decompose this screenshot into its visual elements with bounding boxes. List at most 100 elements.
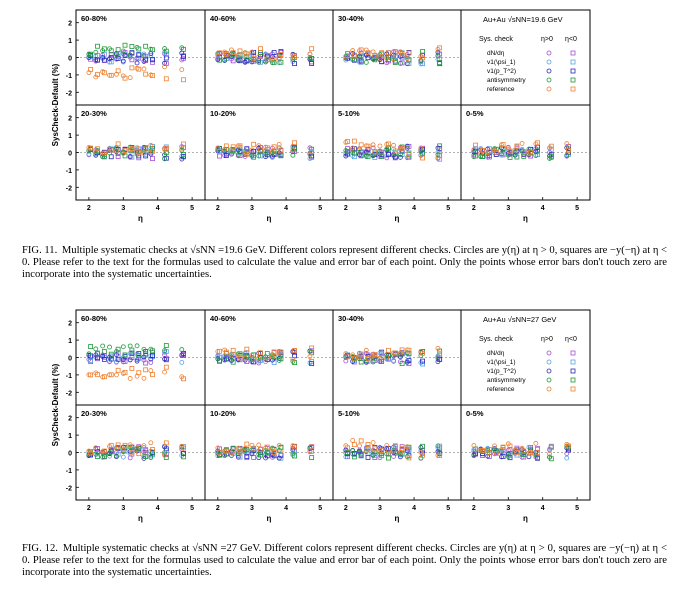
data-point-square [358, 47, 364, 53]
x-tick-label: 5 [575, 205, 579, 212]
data-point-square [278, 59, 284, 65]
legend-circle-marker [546, 359, 552, 365]
data-point-circle [215, 445, 221, 451]
data-point-square [420, 155, 425, 161]
data-point-square [493, 451, 499, 456]
data-point-circle [270, 354, 275, 360]
x-tick-label: 2 [87, 505, 91, 512]
legend-circle-marker [546, 368, 552, 374]
data-point-square [95, 451, 100, 456]
legend-square-marker [570, 50, 576, 56]
data-point-square [292, 453, 297, 459]
data-point-square [181, 451, 186, 457]
data-point-square [365, 356, 371, 361]
data-point-circle [391, 142, 396, 148]
data-point-circle [256, 442, 262, 448]
x-tick-label: 4 [541, 205, 545, 212]
x-tick-label: 3 [378, 205, 382, 212]
data-point-square [181, 445, 186, 451]
data-point-square [473, 446, 479, 452]
data-point-square [181, 152, 186, 158]
x-axis-label: η [138, 514, 143, 523]
data-point-square [372, 449, 378, 455]
data-point-square [278, 449, 284, 454]
data-point-square [406, 347, 412, 353]
panel-label: 10-20% [210, 109, 236, 118]
data-point-square [95, 71, 100, 77]
data-point-square [244, 57, 250, 63]
data-point-square [420, 49, 425, 54]
data-point-square [548, 456, 554, 462]
y-axis-label: SysCheck-Default (%) [51, 363, 60, 446]
data-point-circle [564, 153, 570, 158]
data-point-square [101, 349, 107, 354]
data-point-square [95, 57, 100, 63]
data-point-square [278, 148, 284, 154]
data-point-circle [148, 142, 154, 148]
legend-col-pos: η>0 [541, 336, 553, 343]
data-point-circle [162, 450, 167, 455]
data-point-circle [471, 147, 477, 152]
data-point-square [217, 50, 222, 56]
data-point-square [108, 154, 114, 160]
data-point-square [399, 361, 405, 366]
data-point-circle [384, 355, 390, 360]
data-point-circle [127, 455, 133, 461]
data-point-square [493, 149, 499, 155]
data-point-square [95, 351, 100, 357]
y-tick-label: 0 [68, 356, 72, 363]
data-point-square [244, 346, 250, 352]
data-point-circle [290, 147, 296, 153]
data-point-circle [350, 48, 356, 53]
data-point-square [122, 352, 128, 358]
figure-12: SysCheck-Default (%) -2 -1 0 1 2 60-80% 40-60% 3… [0, 300, 686, 594]
data-point-square [136, 52, 142, 58]
data-point-square [217, 57, 222, 63]
data-point-circle [384, 55, 390, 61]
data-point-square [101, 46, 107, 52]
data-point-circle [391, 357, 396, 363]
data-point-square [129, 44, 135, 49]
y-tick-label: 1 [68, 38, 72, 45]
data-point-circle [127, 357, 133, 363]
data-point-square [217, 358, 222, 364]
data-point-square [150, 73, 155, 79]
data-point-square [292, 444, 297, 450]
x-tick-label: 5 [446, 205, 450, 212]
data-point-circle [519, 141, 525, 146]
data-point-square [358, 453, 364, 458]
data-point-square [150, 148, 155, 154]
data-point-square [101, 356, 107, 362]
data-point-circle [350, 145, 356, 151]
data-point-square [271, 144, 277, 150]
data-point-square [115, 154, 121, 159]
data-point-square [143, 454, 149, 459]
legend-entry-label: dN/dη [487, 50, 505, 57]
data-point-circle [533, 153, 539, 158]
data-point-square [108, 356, 114, 362]
figure-12-plot: SysCheck-Default (%) -2 -1 0 1 2 60-80% 40-60% 3… [51, 309, 591, 523]
data-point-circle [114, 148, 119, 154]
data-point-circle [363, 347, 369, 353]
data-point-square [129, 350, 135, 356]
data-point-square [535, 445, 540, 451]
x-axis-label: η [267, 514, 272, 523]
data-point-circle [86, 151, 92, 157]
data-point-circle [127, 343, 133, 349]
data-point-circle [179, 359, 185, 365]
data-point-circle [547, 451, 552, 457]
data-point-square [437, 45, 443, 51]
data-point-square [473, 142, 479, 148]
data-point-square [251, 141, 257, 147]
data-point-circle [398, 152, 403, 158]
data-point-square [379, 448, 385, 453]
data-point-square [379, 154, 385, 159]
data-point-square [129, 57, 135, 63]
y-tick-label: 2 [68, 116, 72, 123]
data-point-circle [141, 53, 147, 58]
data-point-square [88, 51, 94, 57]
data-point-circle [120, 48, 126, 54]
legend-entry-label: antisymmetry [487, 377, 526, 384]
data-point-circle [127, 376, 133, 381]
data-point-square [528, 149, 534, 155]
